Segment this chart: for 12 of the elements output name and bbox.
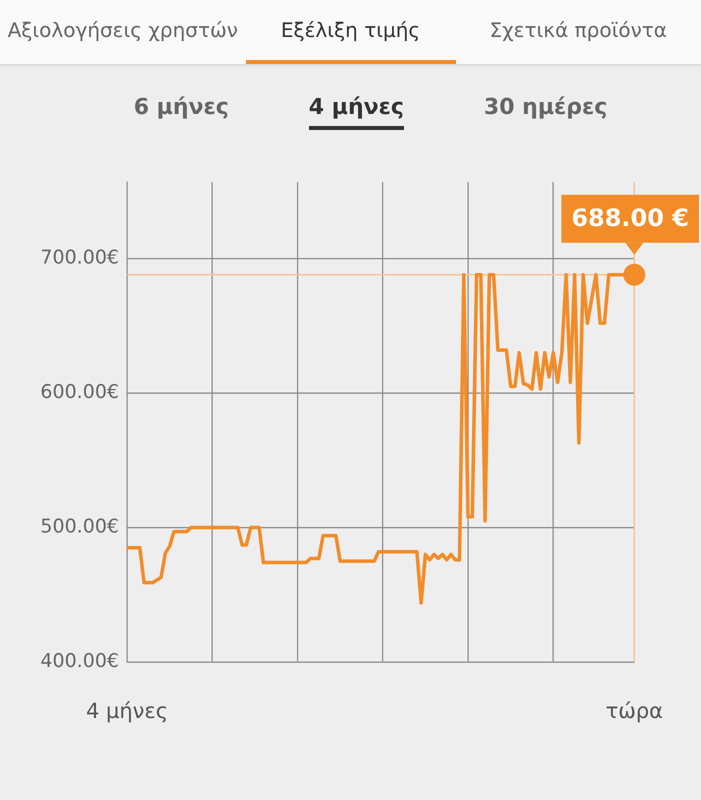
text: Αξιολογήσεις χρηστών [8, 18, 238, 42]
annotation: 688.00 € [571, 204, 690, 232]
y-tick-label: 500.00€ [40, 515, 119, 538]
y-tick-label: 400.00€ [40, 650, 119, 672]
text: Σχετικά προϊόντα [489, 18, 667, 42]
x-tick-label: τώρα [606, 699, 663, 724]
y-tick-label: 600.00€ [40, 381, 119, 404]
y-tick-label: 700.00€ [40, 246, 119, 269]
text: 30 ημέρες [484, 94, 608, 120]
text: Εξέλιξη τιμής [280, 18, 420, 42]
text: 4 μήνες [308, 94, 404, 120]
text: 6 μήνες [134, 94, 229, 120]
